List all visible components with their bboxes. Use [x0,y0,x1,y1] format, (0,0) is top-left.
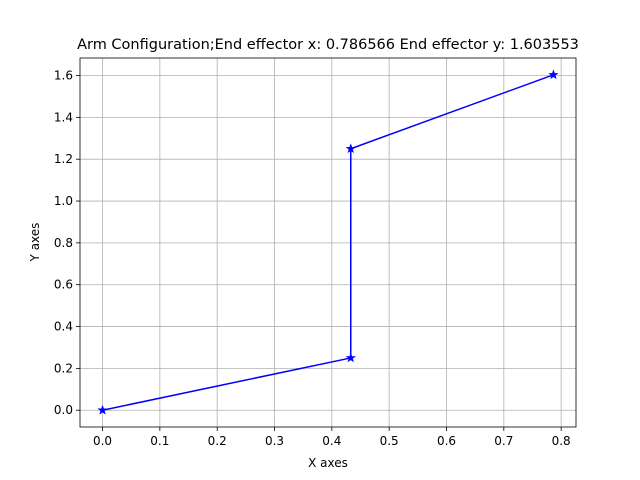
x-tick-label: 0.4 [322,434,341,448]
joint-marker [548,69,559,80]
y-tick-label: 1.2 [54,152,73,166]
y-tick-label: 1.4 [54,110,73,124]
y-tick-label: 0.8 [54,236,73,250]
x-tick-label: 0.5 [380,434,399,448]
x-tick-label: 0.7 [494,434,513,448]
joint-marker [345,352,356,363]
y-tick-label: 0.0 [54,403,73,417]
y-tick-label: 1.6 [54,69,73,83]
chart-title: Arm Configuration;End effector x: 0.7865… [77,37,579,53]
x-tick-label: 0.6 [437,434,456,448]
x-tick-label: 0.3 [265,434,284,448]
y-axis-ticks: 0.0 0.2 0.4 0.6 0.8 1.0 1.2 1.4 1.6 [54,69,80,417]
x-tick-label: 0.0 [93,434,112,448]
x-tick-label: 0.8 [552,434,571,448]
x-axis-ticks: 0.0 0.1 0.2 0.3 0.4 0.5 0.6 0.7 0.8 [93,427,571,448]
x-tick-label: 0.1 [150,434,169,448]
y-tick-label: 0.2 [54,361,73,375]
x-axis-label: X axes [308,456,348,470]
series-layer [97,69,559,415]
grid-layer [80,58,576,427]
joint-marker [97,404,108,415]
y-tick-label: 0.4 [54,320,73,334]
arm-link-line [102,74,554,411]
y-tick-label: 1.0 [54,194,73,208]
y-axis-label: Y axes [28,223,42,263]
joint-marker [345,143,356,154]
y-tick-label: 0.6 [54,278,73,292]
x-tick-label: 0.2 [208,434,227,448]
